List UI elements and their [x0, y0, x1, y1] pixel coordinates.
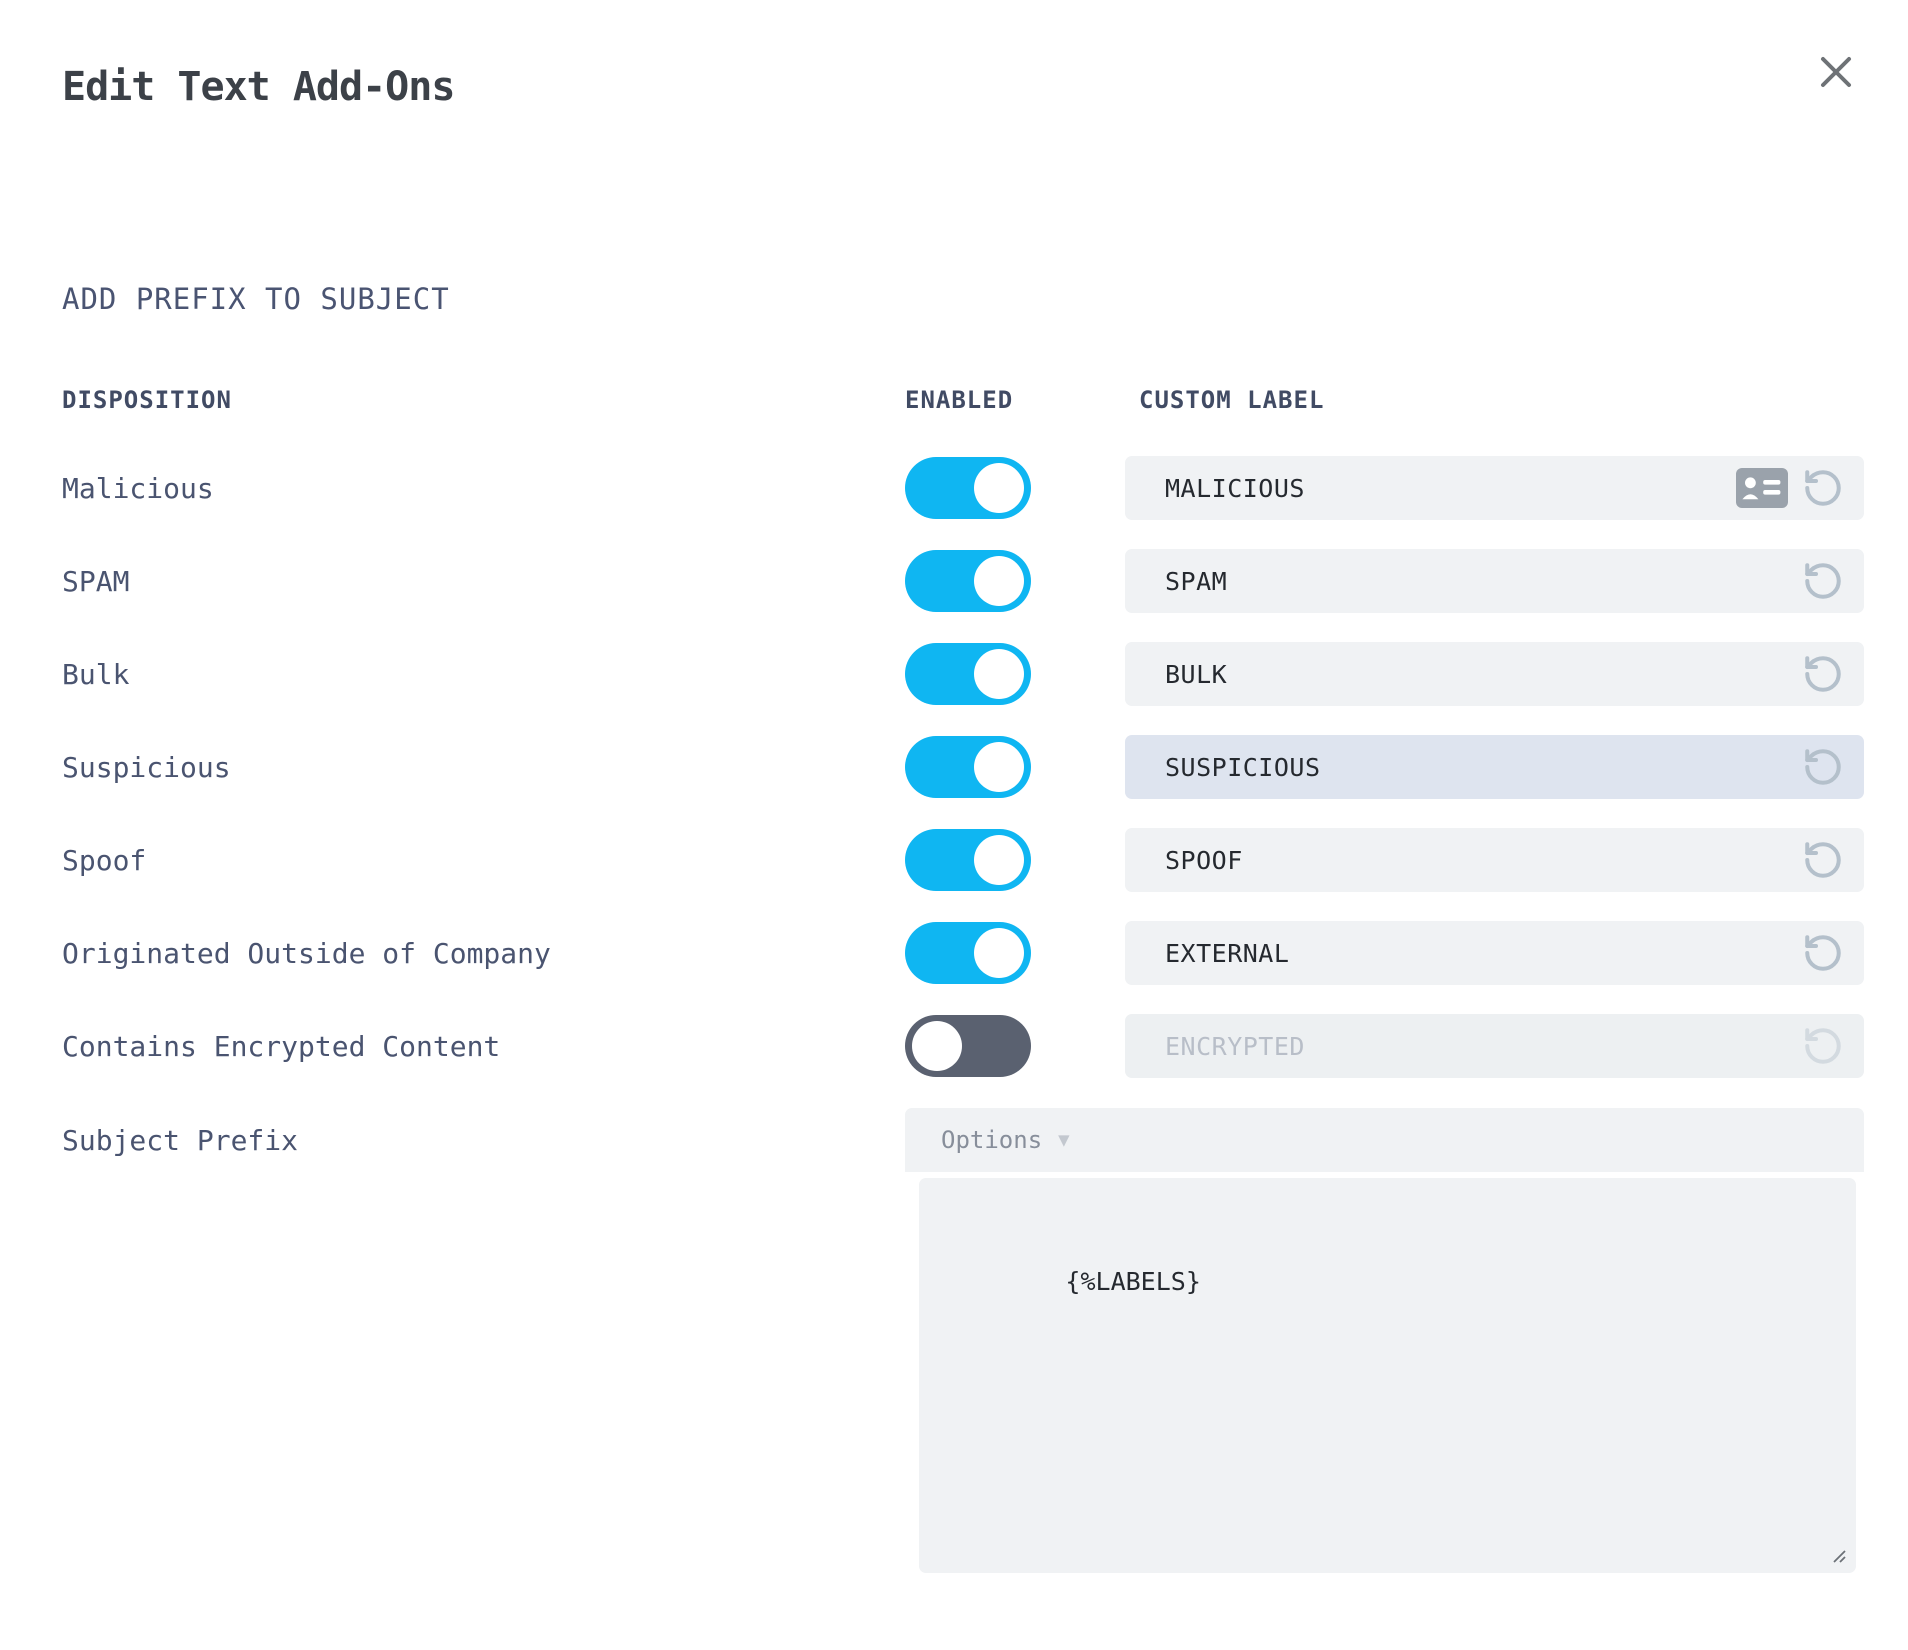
enabled-toggle[interactable]	[905, 922, 1031, 984]
custom-label-value: SUSPICIOUS	[1165, 752, 1321, 782]
disposition-label: Suspicious	[62, 750, 231, 784]
options-dropdown-label: Options	[941, 1126, 1043, 1154]
column-header-disposition: DISPOSITION	[62, 386, 232, 414]
disposition-rows: Malicious MALICIOUS	[62, 456, 1864, 1078]
column-header-enabled: ENABLED	[905, 386, 1014, 414]
reset-icon[interactable]	[1802, 560, 1844, 602]
custom-label-input[interactable]: SPAM	[1125, 549, 1864, 613]
disposition-label: Malicious	[62, 471, 214, 505]
toggle-knob	[974, 742, 1024, 792]
reset-icon[interactable]	[1802, 1025, 1844, 1067]
column-header-custom-label: CUSTOM LABEL	[1139, 386, 1325, 414]
subject-prefix-value: {%LABELS}	[1065, 1267, 1201, 1296]
subject-prefix-textarea[interactable]: {%LABELS}	[919, 1178, 1856, 1573]
enabled-toggle[interactable]	[905, 829, 1031, 891]
toggle-knob	[974, 649, 1024, 699]
section-heading: ADD PREFIX TO SUBJECT	[62, 282, 450, 316]
subject-prefix-row: Subject Prefix Options ▼ {%LABELS}	[62, 1108, 1864, 1573]
custom-label-value: MALICIOUS	[1165, 473, 1305, 503]
enabled-toggle[interactable]	[905, 736, 1031, 798]
reset-icon[interactable]	[1802, 467, 1844, 509]
options-dropdown[interactable]: Options ▼	[905, 1108, 1864, 1172]
dialog-title: Edit Text Add-Ons	[62, 64, 455, 110]
reset-icon[interactable]	[1802, 653, 1844, 695]
table-row: Bulk BULK	[62, 642, 1864, 706]
custom-label-input[interactable]: BULK	[1125, 642, 1864, 706]
toggle-knob	[974, 835, 1024, 885]
enabled-toggle[interactable]	[905, 1015, 1031, 1077]
custom-label-value: EXTERNAL	[1165, 938, 1290, 968]
table-row: Originated Outside of Company EXTERNAL	[62, 921, 1864, 985]
custom-label-input[interactable]: SUSPICIOUS	[1125, 735, 1864, 799]
reset-icon[interactable]	[1802, 932, 1844, 974]
disposition-label: Originated Outside of Company	[62, 936, 551, 970]
chevron-down-icon: ▼	[1058, 1129, 1070, 1151]
enabled-toggle[interactable]	[905, 643, 1031, 705]
table-row: Spoof SPOOF	[62, 828, 1864, 892]
contact-card-icon	[1736, 468, 1788, 508]
resize-handle[interactable]	[1679, 1547, 1848, 1565]
reset-icon[interactable]	[1802, 746, 1844, 788]
table-row: Suspicious SUSPICIOUS	[62, 735, 1864, 799]
close-button[interactable]	[1816, 52, 1856, 92]
table-row: Contains Encrypted Content ENCRYPTED	[62, 1014, 1864, 1078]
custom-label-value: SPOOF	[1165, 845, 1243, 875]
disposition-label: Bulk	[62, 657, 130, 691]
disposition-label: Contains Encrypted Content	[62, 1029, 501, 1063]
custom-label-value: SPAM	[1165, 566, 1228, 596]
table-row: SPAM SPAM	[62, 549, 1864, 613]
disposition-label: SPAM	[62, 564, 130, 598]
custom-label-input[interactable]: ENCRYPTED	[1125, 1014, 1864, 1078]
enabled-toggle[interactable]	[905, 550, 1031, 612]
reset-icon[interactable]	[1802, 839, 1844, 881]
custom-label-input[interactable]: SPOOF	[1125, 828, 1864, 892]
toggle-knob	[974, 463, 1024, 513]
custom-label-value: BULK	[1165, 659, 1228, 689]
custom-label-input[interactable]: EXTERNAL	[1125, 921, 1864, 985]
close-icon	[1821, 57, 1851, 87]
toggle-knob	[912, 1021, 962, 1071]
table-header-row: DISPOSITION ENABLED CUSTOM LABEL	[62, 386, 1864, 414]
subject-prefix-label: Subject Prefix	[62, 1124, 299, 1157]
custom-label-value: ENCRYPTED	[1165, 1031, 1305, 1061]
toggle-knob	[974, 556, 1024, 606]
enabled-toggle[interactable]	[905, 457, 1031, 519]
disposition-label: Spoof	[62, 843, 147, 877]
toggle-knob	[974, 928, 1024, 978]
custom-label-input[interactable]: MALICIOUS	[1125, 456, 1864, 520]
table-row: Malicious MALICIOUS	[62, 456, 1864, 520]
